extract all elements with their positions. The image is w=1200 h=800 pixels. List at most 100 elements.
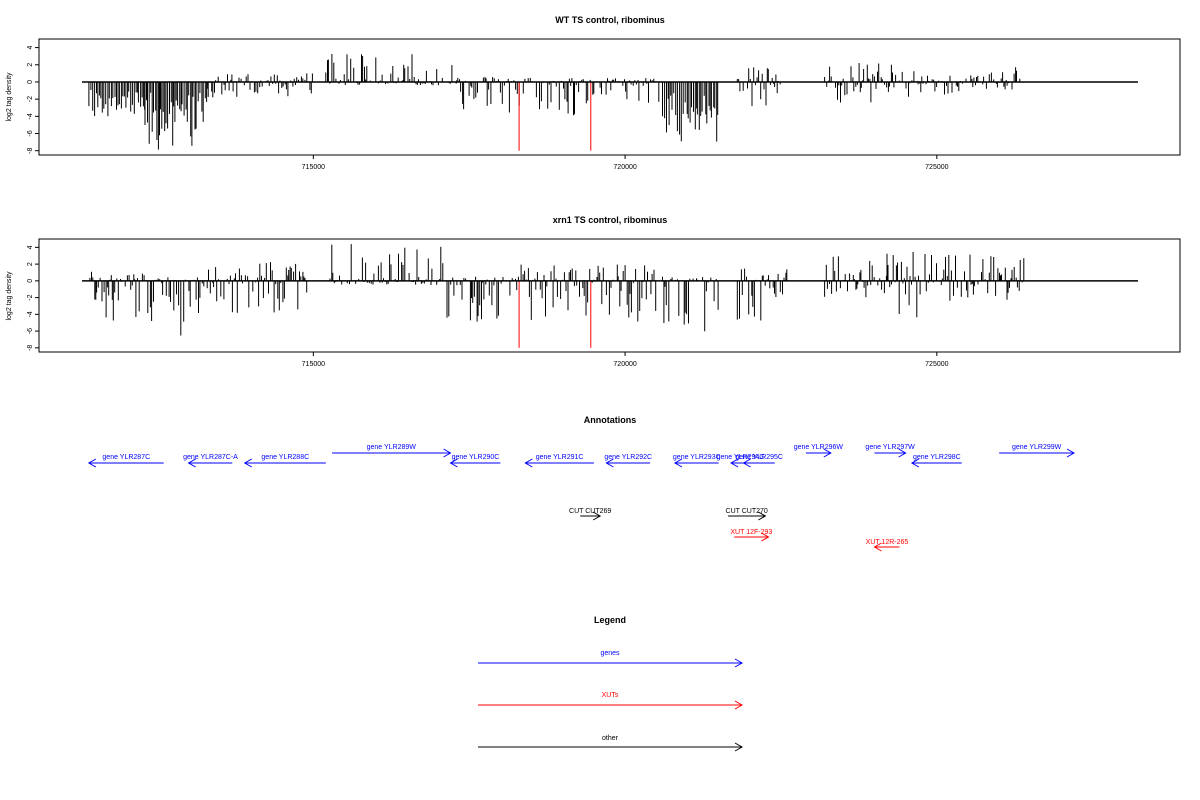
gene-label: gene YLR289W — [367, 444, 417, 451]
gene-feature-arrowhead — [898, 448, 907, 458]
gene-feature: gene YLR293C — [673, 454, 721, 468]
gene-label: gene YLR290C — [452, 454, 500, 461]
xut-feature: XUT 12R-265 — [866, 539, 909, 552]
xut-feature-arrowhead — [761, 532, 770, 542]
gene-label: gene YLR297W — [865, 444, 915, 451]
legend-arrow-other — [734, 742, 744, 752]
legend-label-xuts: XUTs — [602, 692, 619, 699]
xrn1-x-tick-label: 725000 — [925, 361, 948, 368]
gene-label: gene YLR292C — [604, 454, 652, 461]
gene-feature: gene YLR290C — [449, 454, 501, 468]
legend: Legend genes XUTs other — [478, 615, 744, 752]
gene-feature: gene YLR289W — [332, 444, 452, 458]
xrn1-y-axis: 4 2 0 -2 -4 -6 -8 — [27, 245, 39, 351]
wt-plot-frame — [38, 38, 1181, 156]
gene-feature-arrowhead — [443, 448, 452, 458]
gene-feature: gene YLR299W — [999, 444, 1076, 458]
legend-label-other: other — [602, 735, 619, 742]
wt-coverage-bars — [88, 54, 1025, 150]
xrn1-x-tick-label: 720000 — [613, 361, 636, 368]
wt-y-axis: 4 2 0 -2 -4 -6 -8 — [27, 46, 39, 154]
gene-label: gene YLR295C — [735, 454, 783, 461]
xrn1-marker-lines — [518, 280, 592, 348]
xrn1-coverage-bars — [88, 244, 1025, 336]
cut-feature-arrowhead — [758, 511, 767, 521]
gene-label: gene YLR287C — [102, 454, 150, 461]
gene-feature: gene YLR292C — [604, 454, 652, 468]
wt-y-tick-label: 0 — [27, 80, 34, 84]
gene-feature: gene YLR287C — [87, 454, 164, 468]
gene-feature-arrowhead — [524, 458, 533, 468]
xrn1-y-tick-label: -2 — [27, 294, 34, 300]
xrn1-y-tick-label: -4 — [27, 311, 34, 317]
wt-marker-lines — [518, 81, 592, 151]
xut-feature-arrowhead — [873, 542, 882, 552]
xrn1-y-tick-label: -8 — [27, 345, 34, 351]
wt-x-tick-label: 715000 — [302, 164, 325, 171]
xut-label: XUT 12R-265 — [866, 539, 909, 546]
legend-arrow-genes — [734, 658, 744, 668]
xrn1-x-tick-label: 715000 — [302, 361, 325, 368]
annotations-title: Annotations — [584, 415, 637, 425]
xrn1-panel-title: xrn1 TS control, ribominus — [553, 215, 668, 225]
gene-feature-arrowhead — [605, 458, 614, 468]
gene-feature: gene YLR297W — [865, 444, 915, 458]
xrn1-y-tick-label: -6 — [27, 328, 34, 334]
gene-feature-arrowhead — [1066, 448, 1076, 458]
wt-y-tick-label: -4 — [27, 113, 34, 119]
gene-feature-arrowhead — [87, 458, 97, 468]
wt-x-tick-label: 720000 — [613, 164, 636, 171]
gene-feature: gene YLR296W — [794, 444, 844, 458]
annotations-track: Annotations gene YLR287C gene YLR287C-A ge… — [87, 415, 1076, 552]
gene-label: gene YLR291C — [536, 454, 584, 461]
xrn1-y-axis-label: log2 tag density — [6, 271, 13, 321]
gene-label: gene YLR299W — [1012, 444, 1062, 451]
wt-x-tick-label: 725000 — [925, 164, 948, 171]
gene-feature-arrowhead — [823, 448, 832, 458]
gene-label: gene YLR288C — [261, 454, 309, 461]
xut-label: XUT 12F-293 — [730, 529, 772, 536]
wt-panel-title: WT TS control, ribominus — [555, 15, 665, 25]
xrn1-plot-frame — [38, 238, 1181, 353]
cut-feature-arrowhead — [592, 511, 602, 521]
wt-y-axis-label: log2 tag density — [6, 72, 13, 122]
xrn1-y-tick-label: 0 — [27, 279, 34, 283]
gene-label: gene YLR294C — [717, 454, 765, 461]
wt-y-tick-label: -6 — [27, 130, 34, 136]
wt-x-axis: 715000 720000 725000 — [302, 155, 949, 171]
gene-feature-arrowhead — [910, 458, 920, 468]
xrn1-coverage-panel: xrn1 TS control, ribominus log2 tag dens… — [6, 215, 1181, 368]
gene-feature: gene YLR287C-A — [183, 454, 238, 468]
cut-feature: CUT CUT270 — [726, 508, 768, 521]
gene-feature: gene YLR288C — [243, 454, 326, 468]
gene-feature-arrowhead — [673, 458, 683, 468]
legend-arrow-xuts — [734, 700, 744, 710]
gene-label: gene YLR287C-A — [183, 454, 238, 461]
xrn1-y-tick-label: 4 — [27, 245, 34, 249]
cut-label: CUT CUT269 — [569, 508, 611, 515]
gene-feature-arrowhead — [730, 458, 739, 468]
wt-y-tick-label: 4 — [27, 46, 34, 50]
gene-label: gene YLR293C — [673, 454, 721, 461]
gene-feature-arrowhead — [449, 458, 458, 468]
xrn1-y-tick-label: 2 — [27, 262, 34, 266]
xrn1-x-axis: 715000 720000 725000 — [302, 352, 949, 368]
gene-feature-arrowhead — [187, 458, 196, 468]
wt-coverage-panel: WT TS control, ribominus log2 tag densit… — [6, 15, 1181, 171]
cut-label: CUT CUT270 — [726, 508, 768, 515]
legend-title: Legend — [594, 615, 626, 625]
gene-feature-arrowhead — [742, 458, 751, 468]
cut-features: CUT CUT269 CUT CUT270 — [569, 508, 768, 521]
wt-y-tick-label: -8 — [27, 147, 34, 153]
wt-y-tick-label: -2 — [27, 96, 34, 102]
gene-feature: gene YLR291C — [524, 454, 594, 468]
gene-label: gene YLR296W — [794, 444, 844, 451]
gene-label: gene YLR298C — [913, 454, 961, 461]
xut-feature: XUT 12F-293 — [730, 529, 772, 542]
wt-y-tick-label: 2 — [27, 63, 34, 67]
xut-features: XUT 12F-293 XUT 12R-265 — [730, 529, 909, 552]
gene-features: gene YLR287C gene YLR287C-A gene YLR288C ge… — [87, 444, 1076, 468]
gene-feature: gene YLR295C — [735, 454, 783, 468]
cut-feature: CUT CUT269 — [569, 508, 611, 521]
